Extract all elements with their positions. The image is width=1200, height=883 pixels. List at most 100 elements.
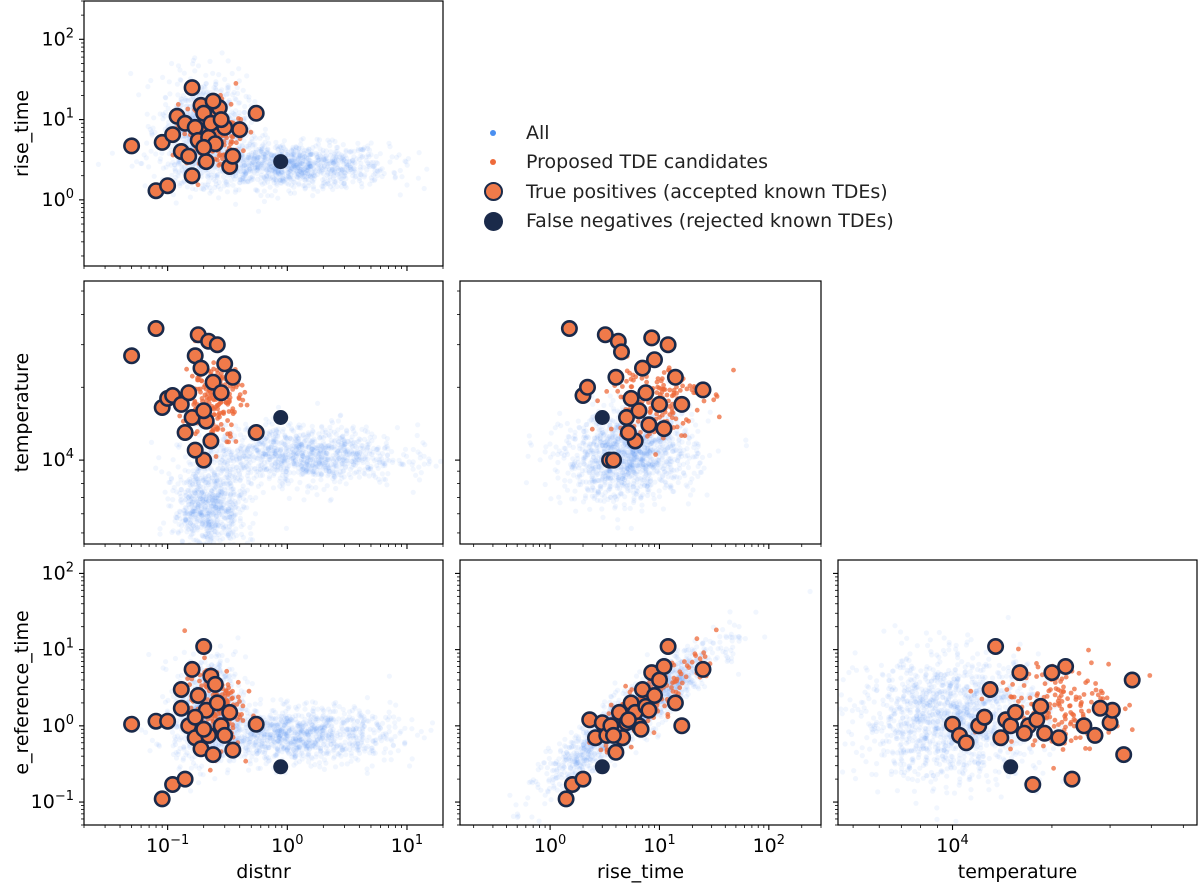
all-point [183,516,189,522]
all-point [360,153,366,160]
all-point [377,479,383,485]
all-point [642,483,648,489]
all-point [347,441,353,447]
all-point [205,498,211,504]
all-point [233,172,239,178]
all-point [215,516,221,522]
all-point [202,504,208,510]
all-point [365,464,371,470]
all-point [337,447,343,454]
all-point [370,172,376,178]
all-point [261,174,267,180]
all-point [590,468,597,474]
all-point [305,463,312,469]
all-point [619,491,625,497]
all-point [357,450,363,456]
all-point [174,511,180,517]
all-point [212,532,218,538]
all-point [226,446,232,452]
all-point [290,455,296,462]
all-point [195,516,201,523]
all-point [614,444,621,450]
all-point [224,468,230,474]
all-point [240,503,246,509]
all-point [220,436,226,442]
all-point [273,437,279,443]
all-point [246,97,252,103]
all-point [666,444,672,450]
all-point [259,146,265,152]
all-point [296,171,302,177]
all-point [278,169,284,175]
all-point [247,160,253,166]
all-point [323,166,329,173]
all-point [295,424,301,430]
all-point [693,440,699,446]
all-point [591,439,597,445]
all-point [208,449,214,455]
all-point [261,437,268,443]
all-point [372,176,378,182]
all-point [380,459,386,465]
all-point [166,151,172,157]
all-point [339,434,345,440]
all-point [610,440,617,446]
all-point [264,459,270,465]
all-point [312,159,318,165]
all-point [222,460,228,466]
all-point [212,85,219,92]
all-point [612,469,618,475]
all-point [333,466,340,472]
all-point [231,502,237,508]
all-point [282,433,288,439]
all-point [292,162,298,168]
all-point [178,497,184,503]
all-point [371,434,378,440]
all-point [190,523,197,529]
all-point [271,176,277,182]
all-point [238,523,244,530]
all-point [213,502,219,508]
all-point [230,455,236,461]
all-point [345,162,351,169]
all-point [333,431,339,437]
all-point [250,142,256,148]
all-point [249,497,255,503]
all-point [360,443,366,449]
all-point [193,508,199,514]
all-point [249,161,255,167]
all-point [326,443,332,449]
all-point [555,451,561,458]
all-point [655,459,661,465]
all-point [344,159,350,165]
all-point [308,457,314,463]
candidate-point [228,139,234,144]
all-point [367,181,373,187]
all-point [325,161,331,167]
all-point [350,450,356,456]
all-point [258,473,264,479]
candidate-point [248,129,254,135]
all-point [141,152,147,158]
all-point [605,487,611,493]
all-point [339,166,346,172]
all-point [279,148,285,154]
all-point [291,460,297,466]
all-point [302,177,308,183]
all-point [354,449,360,455]
all-point [198,500,204,506]
all-point [352,166,358,172]
all-point [238,443,244,449]
all-point [209,526,215,533]
all-point [214,498,221,504]
all-point [316,459,322,465]
all-point [612,494,618,500]
all-point [293,162,299,169]
all-point [309,446,315,452]
all-point [273,172,279,178]
all-point [343,464,349,470]
all-point [304,174,310,180]
true-positive-point [180,147,198,165]
all-point [307,158,313,164]
all-point [258,179,264,185]
